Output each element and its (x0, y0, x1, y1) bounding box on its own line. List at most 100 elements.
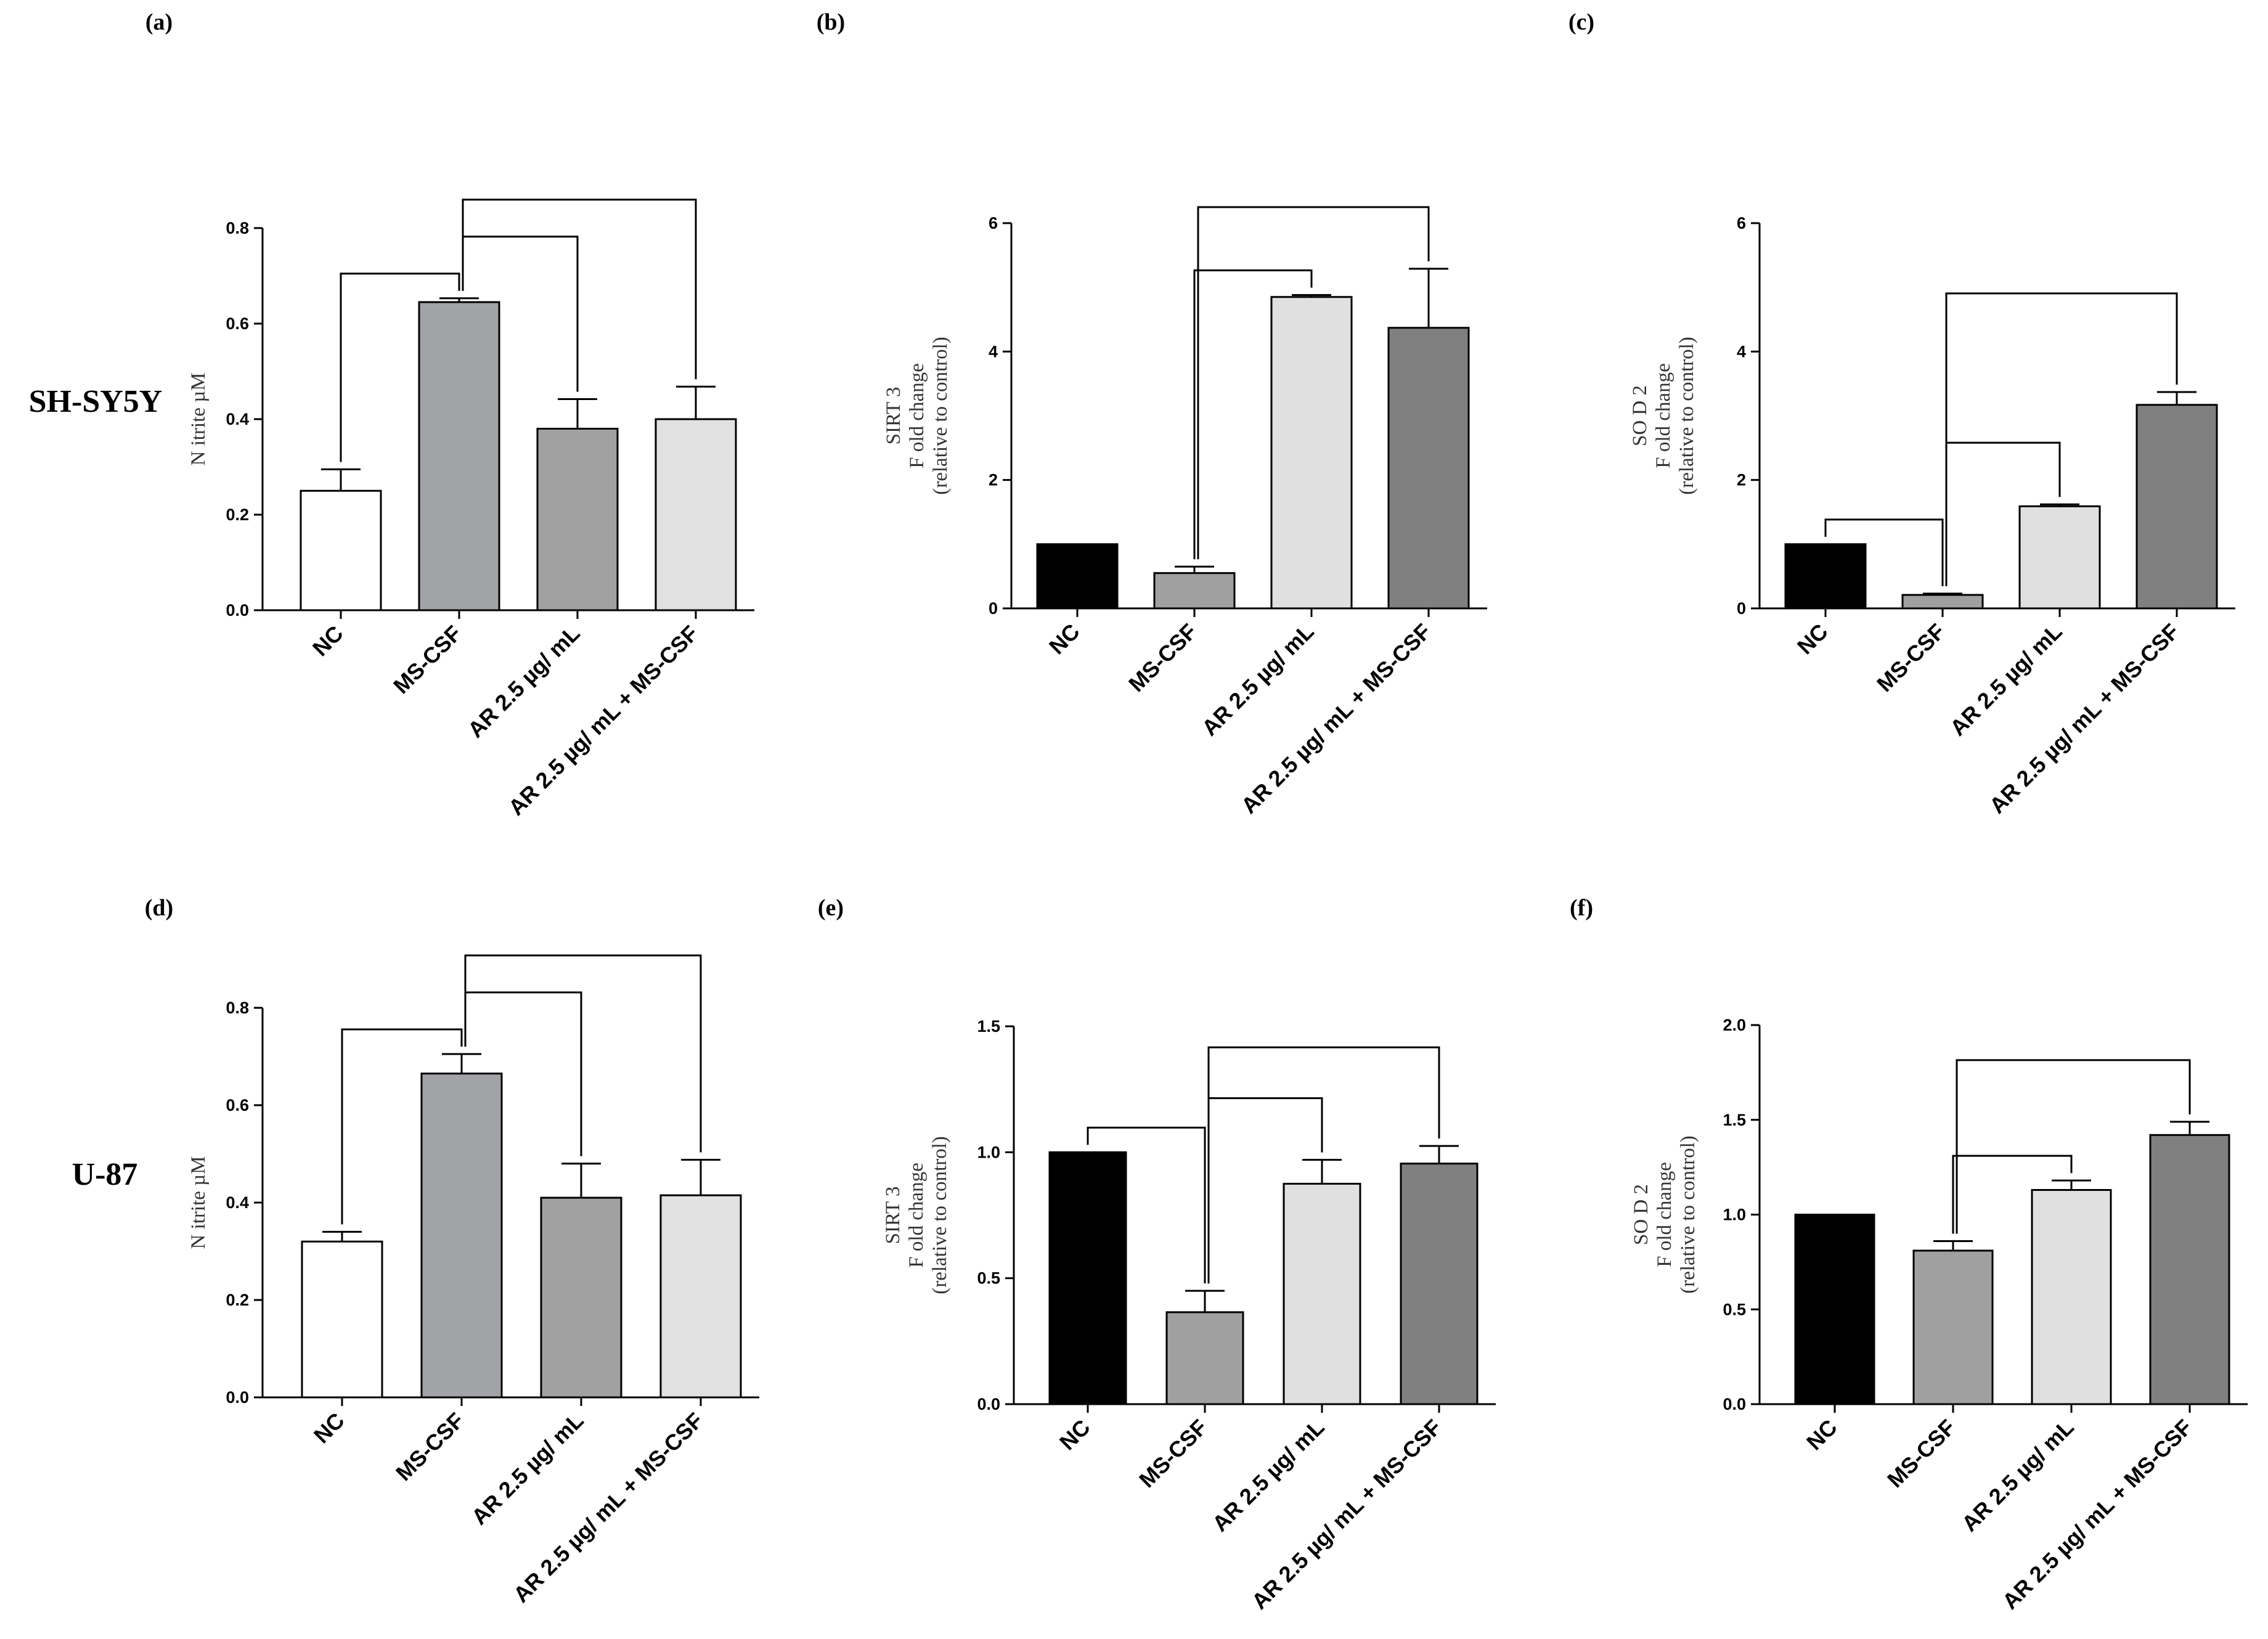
y-axis-label: N itrite µM (187, 373, 210, 466)
y-axis-label: (relative to control) (929, 1136, 951, 1294)
panel-label: (d) (145, 895, 173, 921)
significance-bracket (462, 198, 697, 380)
x-tick-label: AR 2.5 µg/ mL (1207, 1415, 1329, 1537)
x-tick-label: AR 2.5 µg/ mL + MS-CSF (504, 621, 703, 820)
row-label-u-87: U-87 (72, 1157, 138, 1192)
x-tick-label: AR 2.5 µg/ mL + MS-CSF (1247, 1415, 1446, 1614)
y-tick-label: 0.6 (226, 1096, 249, 1114)
y-tick-label: 0.4 (226, 410, 249, 428)
x-tick-label: AR 2.5 µg/ mL (1197, 619, 1319, 741)
y-tick-label: 4 (1737, 342, 1746, 361)
y-tick-label: 0.8 (226, 219, 249, 237)
y-tick-label: 0 (989, 599, 998, 618)
significance-bracket (1197, 206, 1430, 560)
bar-2 (1901, 594, 1984, 610)
x-tick-label: AR 2.5 µg/ mL + MS-CSF (1997, 1415, 2197, 1614)
y-tick-label: 0 (1737, 599, 1746, 618)
x-tick-label: AR 2.5 µg/ mL + MS-CSF (1236, 619, 1436, 819)
x-tick-label: AR 2.5 µg/ mL (463, 621, 585, 743)
y-tick-label: 6 (989, 214, 998, 232)
bar-4 (1400, 1163, 1479, 1405)
panel-label: (e) (818, 895, 844, 921)
y-tick-label: 0.0 (226, 1388, 249, 1407)
y-axis-label: F old change (906, 363, 928, 468)
y-axis-label: SIRT 3 (882, 1187, 904, 1245)
y-tick-label: 0.8 (226, 999, 249, 1017)
panel-label: (a) (145, 9, 173, 35)
bar-3 (536, 428, 619, 611)
y-tick-label: 0.4 (226, 1193, 249, 1212)
bar-4 (1387, 327, 1470, 610)
x-tick-label: AR 2.5 µg/ mL + MS-CSF (1985, 619, 2184, 819)
y-axis-label: SO D 2 (1629, 385, 1651, 446)
x-tick-label: NC (1792, 619, 1833, 660)
bar-3 (1270, 296, 1353, 610)
bar-4 (655, 418, 737, 611)
bar-4 (2135, 404, 2218, 610)
x-tick-label: NC (1801, 1415, 1842, 1455)
y-axis-label: SO D 2 (1630, 1184, 1652, 1245)
panel-label: (b) (817, 9, 845, 35)
x-tick-label: MS-CSF (388, 621, 467, 699)
y-tick-label: 1.0 (977, 1143, 1000, 1161)
x-tick-label: MS-CSF (1124, 619, 1202, 697)
y-axis-label: F old change (1654, 1162, 1676, 1267)
x-tick-label: NC (1044, 619, 1085, 660)
bar-2 (1153, 572, 1236, 610)
bar-4 (2149, 1134, 2230, 1405)
y-axis-label: (relative to control) (1676, 337, 1698, 495)
y-tick-label: 0.6 (226, 314, 249, 333)
y-axis-label: SIRT 3 (883, 387, 905, 445)
significance-bracket (464, 954, 702, 1153)
y-tick-label: 0.5 (977, 1269, 1000, 1288)
y-axis-label: N itrite µM (187, 1156, 210, 1249)
x-tick-label: AR 2.5 µg/ mL (1957, 1415, 2079, 1537)
x-tick-label: NC (1054, 1415, 1095, 1455)
y-axis-label: F old change (1652, 363, 1674, 468)
y-axis-label: F old change (905, 1163, 928, 1267)
panel-label: (c) (1568, 9, 1594, 35)
y-tick-label: 1.5 (977, 1017, 1000, 1036)
bar-3 (2018, 505, 2101, 610)
bar-1 (1784, 543, 1867, 610)
x-tick-label: NC (309, 1408, 349, 1449)
y-tick-label: 0.0 (226, 601, 249, 619)
y-tick-label: 4 (989, 342, 998, 361)
x-tick-label: AR 2.5 µg/ mL (1945, 619, 2067, 741)
x-tick-label: MS-CSF (1872, 619, 1950, 697)
y-tick-label: 0.5 (1723, 1300, 1746, 1318)
bar-1 (1036, 543, 1119, 610)
y-axis-label: (relative to control) (929, 337, 952, 495)
y-tick-label: 1.0 (1723, 1206, 1746, 1224)
bar-2 (420, 1073, 503, 1399)
bar-1 (301, 1240, 383, 1399)
x-tick-label: NC (308, 621, 348, 661)
x-tick-label: AR 2.5 µg/ mL + MS-CSF (508, 1408, 708, 1608)
x-tick-label: MS-CSF (1134, 1415, 1212, 1493)
significance-bracket (1824, 518, 1944, 587)
bar-1 (1794, 1214, 1875, 1405)
bar-3 (1283, 1182, 1361, 1405)
y-tick-label: 0.2 (226, 1291, 249, 1309)
bar-2 (1912, 1249, 1994, 1405)
significance-bracket (340, 272, 460, 462)
panel-label: (f) (1570, 895, 1593, 921)
x-tick-label: MS-CSF (1882, 1415, 1960, 1493)
significance-bracket (1952, 1155, 2073, 1234)
row-label-sh-sy5y: SH-SY5Y (29, 384, 163, 419)
y-tick-label: 2 (1737, 471, 1746, 489)
significance-bracket (1945, 292, 2178, 587)
significance-bracket (1087, 1126, 1206, 1284)
y-tick-label: 0.2 (226, 505, 249, 524)
y-tick-label: 0.0 (977, 1395, 1000, 1413)
x-tick-label: AR 2.5 µg/ mL (467, 1408, 589, 1530)
significance-bracket (341, 1028, 463, 1225)
bar-3 (540, 1196, 622, 1399)
